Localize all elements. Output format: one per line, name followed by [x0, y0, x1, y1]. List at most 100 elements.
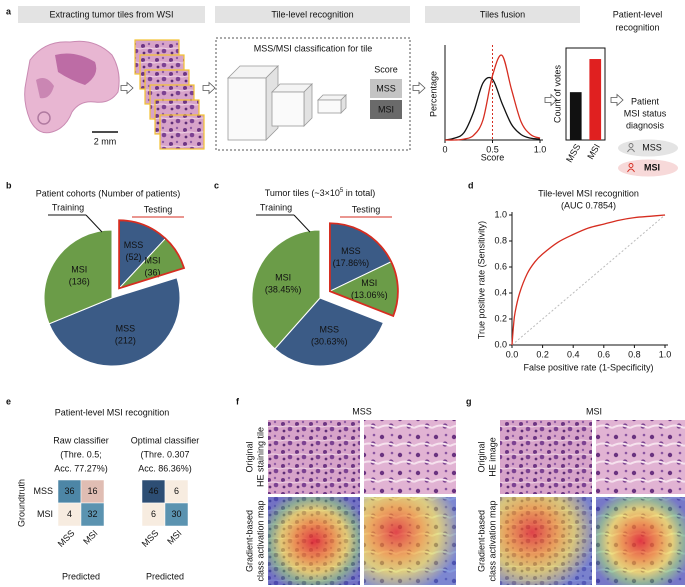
- slice-value: (212): [115, 335, 136, 345]
- panel-letter: e: [6, 396, 11, 406]
- slice-label: MSS: [116, 323, 136, 333]
- network-blocks: [228, 66, 346, 140]
- x-tick-label: 0.4: [567, 349, 580, 359]
- slice-label: MSI: [71, 264, 87, 274]
- slice-value: (30.63%): [311, 337, 348, 347]
- slice-value: (38.45%): [265, 284, 302, 294]
- group-label: Training: [52, 202, 84, 212]
- y-axis-label: Groundtruth: [16, 479, 26, 527]
- classifier-title: MSS/MSI classification for tile: [254, 43, 373, 53]
- x-tick-label: 1.0: [659, 349, 672, 359]
- chart-subtitle: Raw classifier: [53, 435, 109, 445]
- slice-label: MSS: [124, 240, 144, 250]
- x-tick-label: 0: [442, 144, 447, 154]
- panel-title: Patient-level MSI recognition: [55, 407, 170, 417]
- slice-label: MSI: [144, 256, 160, 266]
- cell-label: 46: [148, 486, 158, 496]
- slice-value: (13.06%): [351, 290, 388, 300]
- header-text: Tiles fusion: [480, 9, 525, 19]
- score-title: Score: [374, 64, 398, 74]
- panel-letter: c: [214, 180, 219, 190]
- chart-subtitle: (Thre. 0.307: [140, 449, 189, 459]
- wsi-image: [25, 41, 119, 133]
- y-tick-label: 0.8: [494, 235, 507, 245]
- x-axis-label: Predicted: [146, 571, 184, 581]
- chart-subtitle: (Thre. 0.5;: [60, 449, 102, 459]
- group-label: Testing: [144, 204, 173, 214]
- slice-value: (136): [69, 276, 90, 286]
- diagnosis-text: diagnosis: [626, 120, 665, 130]
- slice-label: MSS: [319, 325, 339, 335]
- x-axis-label: Score: [481, 152, 505, 162]
- panel-letter: d: [468, 180, 474, 190]
- bar: [570, 92, 582, 140]
- panel-title: MSS: [352, 406, 372, 416]
- x-tick-label: MSS: [140, 528, 161, 549]
- cell-label: 30: [171, 509, 181, 519]
- score-class: MSS: [376, 83, 396, 93]
- panel-title: MSI: [586, 406, 602, 416]
- slice-value: (52): [126, 252, 142, 262]
- chart-subtitle: Optimal classifier: [131, 435, 200, 445]
- score-class: MSI: [378, 104, 394, 114]
- group-leader: [294, 215, 310, 232]
- row-label: Original: [476, 441, 486, 472]
- panel-letter: a: [6, 6, 12, 16]
- row-label: HE image: [487, 437, 497, 477]
- x-tick-label: 1.0: [534, 144, 547, 154]
- y-tick-label: MSI: [37, 509, 53, 519]
- x-axis-label: Predicted: [62, 571, 100, 581]
- y-tick-label: 0.2: [494, 313, 507, 323]
- diagnosis-class: MSI: [644, 162, 660, 172]
- slice-label: MSI: [361, 278, 377, 288]
- cell-label: 4: [67, 509, 72, 519]
- header-text: Patient-level: [613, 9, 663, 19]
- y-tick-label: 0.4: [494, 287, 507, 297]
- row-label: Gradient-based: [476, 510, 486, 572]
- x-tick-label: 0.6: [598, 349, 611, 359]
- bar: [589, 59, 601, 140]
- row-label: HE staining tile: [255, 427, 265, 487]
- title-part: Tumor tiles (~3×10: [265, 188, 340, 198]
- y-axis-label: Percentage: [428, 71, 438, 117]
- y-tick-label: 1.0: [494, 209, 507, 219]
- panel-letter: f: [236, 396, 240, 406]
- row-label: class activation map: [487, 500, 497, 581]
- x-tick-label: 0.2: [536, 349, 549, 359]
- slice-label: MSI: [275, 272, 291, 282]
- header-text: recognition: [615, 22, 659, 32]
- x-tick-label: 0.8: [628, 349, 641, 359]
- cell-label: 6: [151, 509, 156, 519]
- y-axis-label: Count of votes: [552, 64, 562, 123]
- row-label: class activation map: [255, 500, 265, 581]
- y-tick-label: MSS: [33, 486, 53, 496]
- cell-label: 6: [174, 486, 179, 496]
- diagonal: [512, 215, 665, 345]
- group-label: Training: [260, 202, 292, 212]
- chart-subtitle: Acc. 86.36%): [138, 463, 192, 473]
- group-leader: [86, 215, 102, 232]
- cell-label: 16: [87, 486, 97, 496]
- panel-letter: g: [466, 396, 472, 406]
- x-tick-label: MSS: [56, 528, 77, 549]
- chart-subtitle: Acc. 77.27%): [54, 463, 108, 473]
- chart-title: Tile-level MSI recognition: [538, 188, 639, 198]
- diagnosis-class: MSS: [642, 142, 662, 152]
- scale-bar-label: 2 mm: [94, 136, 117, 146]
- row-label: Original: [244, 441, 254, 472]
- x-tick-label: MSS: [564, 142, 582, 164]
- chart-title: Patient cohorts (Number of patients): [36, 188, 181, 198]
- slice-value: (17.86%): [333, 258, 370, 268]
- title-part: in total): [343, 188, 375, 198]
- x-tick-label: 0.0: [506, 349, 519, 359]
- chart-title: Tumor tiles (~3×105 in total): [265, 188, 376, 199]
- header-text: Tile-level recognition: [271, 9, 353, 19]
- cell-label: 36: [64, 486, 74, 496]
- y-tick-label: 0.6: [494, 261, 507, 271]
- x-tick-label: MSI: [81, 528, 99, 546]
- diagnosis-text: Patient: [631, 96, 660, 106]
- x-tick-label: MSI: [585, 142, 602, 161]
- x-axis-label: False positive rate (1-Specificity): [523, 362, 653, 372]
